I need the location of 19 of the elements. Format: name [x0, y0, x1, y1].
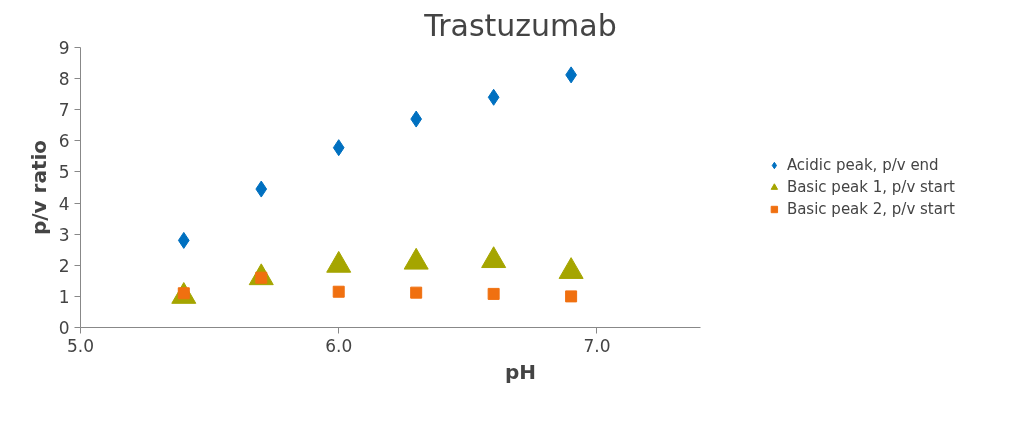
legend-label: Basic peak 1, p/v start: [786, 178, 955, 196]
y-tick-label: 9: [58, 38, 70, 58]
x-tick-label: 7.0: [583, 335, 611, 356]
y-tick-label: 7: [58, 100, 70, 121]
x-tick-label: 6.0: [325, 335, 353, 356]
x-tick-label: 5.0: [66, 335, 95, 356]
y-tick-label: 0: [58, 318, 70, 338]
y-tick-label: 2: [58, 255, 70, 276]
chart-title: Trastuzumab: [423, 7, 617, 43]
legend-label: Basic peak 2, p/v start: [786, 200, 955, 218]
y-tick-label: 5: [58, 162, 70, 183]
y-tick-label: 6: [58, 131, 70, 152]
y-tick-label: 1: [58, 286, 70, 307]
legend-label: Acidic peak, p/v end: [786, 156, 939, 174]
y-axis-title: p/v ratio: [26, 139, 51, 236]
x-axis-title: pH: [504, 359, 537, 384]
y-tick-label: 3: [58, 224, 70, 245]
y-tick-label: 4: [58, 193, 70, 214]
y-tick-label: 8: [58, 69, 70, 90]
